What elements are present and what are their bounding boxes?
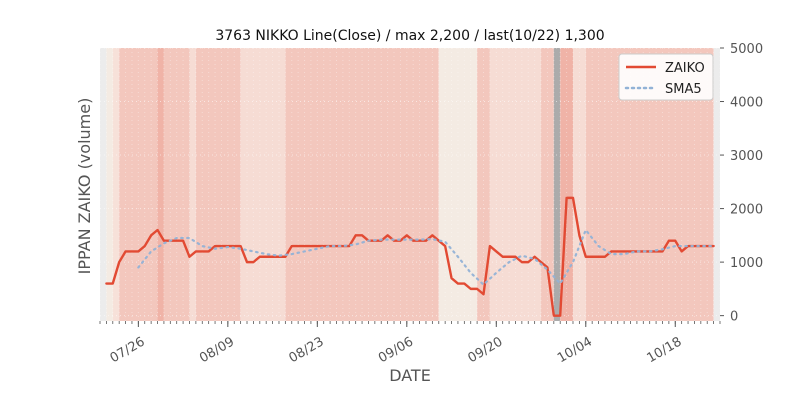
background-band-11 [477,48,490,321]
background-band-2 [112,48,120,321]
background-band-6 [189,48,196,321]
series-line-zaiko [105,196,715,317]
legend-box [618,53,714,101]
x-tick-label-1: 08/09 [197,334,237,366]
legend-label-sma5: SMA5 [665,82,702,97]
background-band-8 [240,48,286,321]
background-band-16 [572,48,586,321]
background-band-5 [163,48,190,321]
x-tick-label-4: 09/20 [466,334,506,366]
background-band-18 [713,48,720,321]
series-layer [105,196,715,317]
y-tick-label-4: 4000 [730,96,763,111]
x-tick-label-6: 10/18 [645,334,685,366]
legend: ZAIKO SMA5 [618,53,714,101]
background-band-1 [106,48,113,321]
y-tick-label-1: 1000 [730,256,763,271]
background-band-3 [119,48,158,321]
legend-label-zaiko: ZAIKO [665,61,705,76]
y-tick-label-0: 0 [730,310,738,325]
x-tick-label-3: 09/06 [376,334,416,366]
y-axis-label: IPPAN ZAIKO (volume) [75,98,94,275]
x-tick-label-5: 10/04 [555,334,595,366]
x-tick-label-2: 08/23 [287,334,327,366]
background-band-14 [553,48,561,321]
background-band-4 [157,48,164,321]
background-bands [100,48,720,321]
grid-lines [99,47,721,321]
chart-title: 3763 NIKKO Line(Close) / max 2,200 / las… [215,28,604,44]
background-band-9 [285,48,439,321]
y-axis-ticks: 0 1000 2000 3000 4000 5000 [720,42,763,325]
y-tick-label-5: 5000 [730,42,763,57]
plot-background [100,48,720,321]
background-band-0 [100,48,107,321]
x-tick-label-0: 07/26 [108,334,148,366]
x-axis-label: DATE [389,366,431,385]
y-tick-label-3: 3000 [730,149,763,164]
background-band-10 [438,48,478,321]
background-band-7 [195,48,241,321]
background-band-12 [489,48,542,321]
x-axis-ticks: 07/26 08/09 08/23 09/06 09/20 10/04 10/18 [99,321,721,366]
y-tick-label-2: 2000 [730,203,763,218]
series-line-sma5 [137,228,715,286]
background-band-13 [541,48,554,321]
